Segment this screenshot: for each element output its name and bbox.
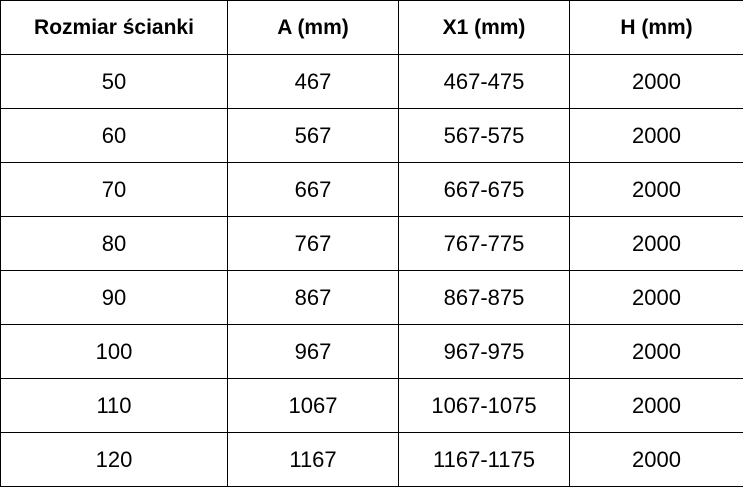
cell-a: 1167	[227, 432, 399, 487]
table-row: 120 1167 1167-1175 2000	[0, 432, 743, 487]
table-row: 70 667 667-675 2000	[0, 162, 743, 217]
table-row: 60 567 567-575 2000	[0, 108, 743, 163]
header-h: H (mm)	[569, 0, 743, 55]
cell-h: 2000	[569, 162, 743, 217]
cell-h: 2000	[569, 54, 743, 109]
cell-a: 967	[227, 324, 399, 379]
cell-a: 667	[227, 162, 399, 217]
cell-wall-size: 70	[0, 162, 228, 217]
cell-wall-size: 50	[0, 54, 228, 109]
header-a: A (mm)	[227, 0, 399, 55]
cell-h: 2000	[569, 378, 743, 433]
table-row: 50 467 467-475 2000	[0, 54, 743, 109]
cell-wall-size: 100	[0, 324, 228, 379]
cell-x1: 867-875	[398, 270, 570, 325]
header-wall-size: Rozmiar ścianki	[0, 0, 228, 55]
header-x1: X1 (mm)	[398, 0, 570, 55]
cell-x1: 467-475	[398, 54, 570, 109]
cell-h: 2000	[569, 108, 743, 163]
cell-a: 567	[227, 108, 399, 163]
cell-a: 1067	[227, 378, 399, 433]
cell-h: 2000	[569, 216, 743, 271]
cell-x1: 967-975	[398, 324, 570, 379]
table-row: 90 867 867-875 2000	[0, 270, 743, 325]
cell-h: 2000	[569, 432, 743, 487]
cell-x1: 667-675	[398, 162, 570, 217]
cell-wall-size: 120	[0, 432, 228, 487]
cell-h: 2000	[569, 270, 743, 325]
table-row: 110 1067 1067-1075 2000	[0, 378, 743, 433]
cell-x1: 1067-1075	[398, 378, 570, 433]
cell-wall-size: 90	[0, 270, 228, 325]
cell-wall-size: 60	[0, 108, 228, 163]
cell-wall-size: 80	[0, 216, 228, 271]
cell-wall-size: 110	[0, 378, 228, 433]
table-row: 80 767 767-775 2000	[0, 216, 743, 271]
cell-x1: 767-775	[398, 216, 570, 271]
cell-x1: 567-575	[398, 108, 570, 163]
table-row: 100 967 967-975 2000	[0, 324, 743, 379]
cell-a: 467	[227, 54, 399, 109]
cell-a: 867	[227, 270, 399, 325]
cell-h: 2000	[569, 324, 743, 379]
cell-x1: 1167-1175	[398, 432, 570, 487]
header-row: Rozmiar ścianki A (mm) X1 (mm) H (mm)	[0, 0, 743, 55]
cell-a: 767	[227, 216, 399, 271]
